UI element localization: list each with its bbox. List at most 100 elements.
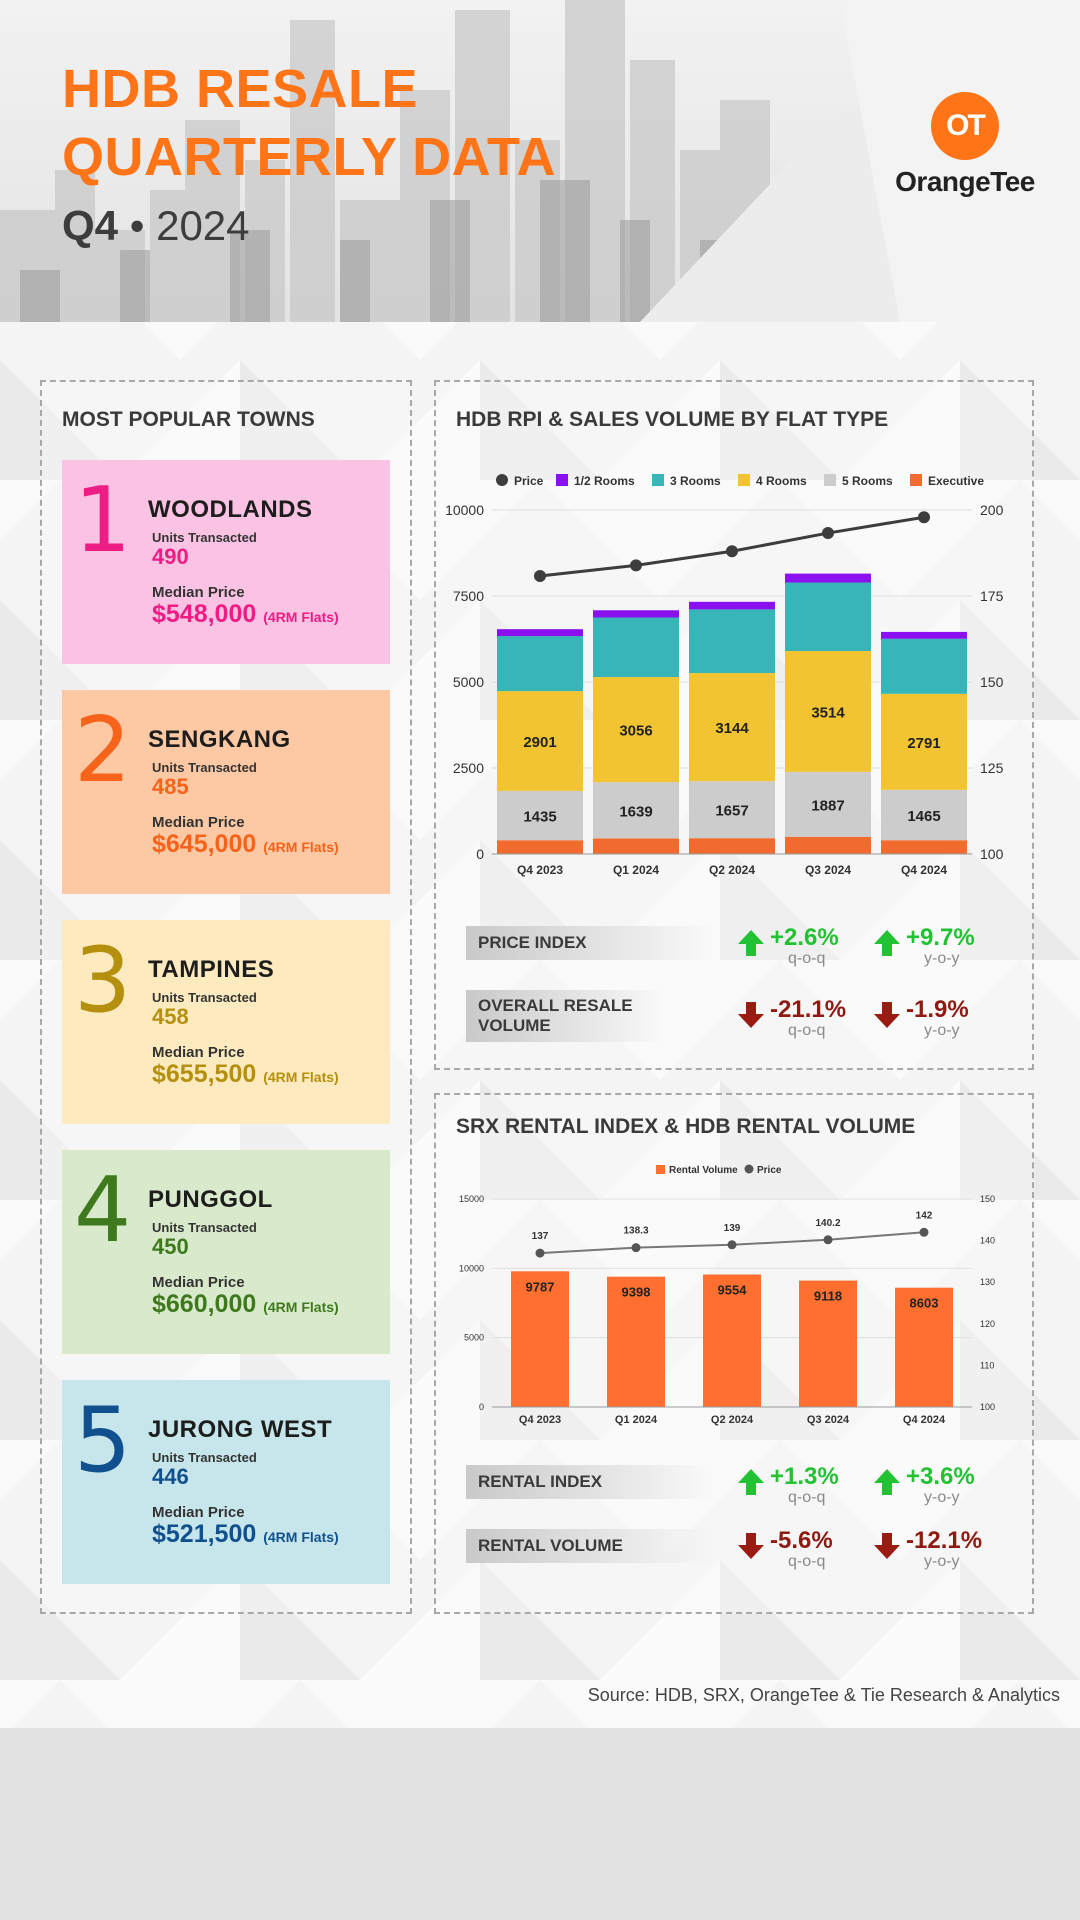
- x-tick-label: Q3 2024: [807, 1414, 850, 1426]
- rental-panel: SRX RENTAL INDEX & HDB RENTAL VOLUME 0 50…: [434, 1093, 1034, 1614]
- price-point: [918, 511, 930, 524]
- city-skyline-image: [0, 0, 1080, 322]
- yoy-label: y-o-y: [924, 1022, 960, 1039]
- data-label: 1435: [523, 809, 556, 826]
- bar-segment: [593, 782, 679, 839]
- y2-tick-label: 150: [980, 674, 1004, 690]
- y2-tick-label: 100: [980, 1402, 995, 1412]
- yoy-label: y-o-y: [924, 950, 960, 967]
- stat-label: OVERALL RESALE VOLUME: [466, 990, 666, 1042]
- y2-tick-label: 140: [980, 1236, 995, 1246]
- town-rank: 3: [74, 928, 132, 1033]
- y-tick-label: 2500: [453, 760, 484, 776]
- price-label: 139: [724, 1223, 741, 1234]
- data-label: 1639: [619, 803, 652, 820]
- median-price-value: $645,000: [152, 830, 257, 858]
- yoy-value: +9.7%: [906, 924, 975, 951]
- bar-segment: [785, 836, 871, 854]
- arrow-up-icon: [872, 1467, 902, 1497]
- price-point: [534, 570, 546, 583]
- x-tick-label: Q4 2023: [519, 1414, 561, 1426]
- y-tick-label: 10000: [445, 502, 484, 518]
- qoq-label: q-o-q: [788, 1489, 826, 1506]
- flat-type-note: (4RM Flats): [263, 609, 339, 625]
- y-tick-label: 0: [479, 1402, 484, 1412]
- bar-segment: [785, 651, 871, 772]
- bar-segment: [881, 638, 967, 694]
- source-note: Source: HDB, SRX, OrangeTee & Tie Resear…: [587, 1685, 1060, 1705]
- town-card: 2 SENGKANG Units Transacted 485 Median Price…: [62, 690, 390, 894]
- period-separator: •: [129, 202, 145, 249]
- town-rank: 2: [74, 698, 132, 803]
- units-label: Units Transacted: [152, 530, 257, 545]
- yoy-label: y-o-y: [924, 1553, 960, 1570]
- x-tick-label: Q4 2024: [903, 1414, 946, 1426]
- price-point: [535, 1248, 545, 1258]
- legend-marker: [652, 474, 664, 486]
- arrow-down-icon: [872, 1000, 902, 1030]
- legend-marker: [556, 474, 568, 486]
- town-name: WOODLANDS: [148, 496, 313, 523]
- town-name: PUNGGOL: [148, 1186, 273, 1213]
- data-label: 1657: [715, 803, 748, 820]
- x-tick-label: Q2 2024: [709, 863, 755, 877]
- orangetee-logo: OT OrangeTee: [890, 92, 1040, 202]
- units-label: Units Transacted: [152, 760, 257, 775]
- y-tick-label: 15000: [459, 1194, 484, 1204]
- bar-segment: [785, 771, 871, 837]
- stat-label: RENTAL INDEX: [466, 1465, 716, 1499]
- x-tick-label: Q1 2024: [615, 1414, 658, 1426]
- page-title-line-1: HDB RESALE: [62, 59, 419, 119]
- town-name: JURONG WEST: [148, 1416, 333, 1443]
- logo-mark: OT: [931, 92, 999, 160]
- units-value: 490: [152, 544, 189, 569]
- yoy-value: -1.9%: [906, 996, 969, 1023]
- bar-segment: [689, 609, 775, 674]
- bar-segment: [497, 629, 583, 637]
- chart-legend: Price 1/2 Rooms 3 Rooms 4 Rooms 5 Rooms Execu…: [496, 474, 984, 488]
- price-point: [630, 559, 642, 572]
- x-tick-label: Q4 2024: [901, 863, 947, 877]
- rpi-panel: HDB RPI & SALES VOLUME BY FLAT TYPE 0 250…: [434, 380, 1034, 1070]
- data-label: 2901: [523, 734, 556, 751]
- page-title-line-2: QUARTERLY DATA: [62, 127, 557, 187]
- bar-segment: [881, 693, 967, 790]
- x-tick-label: Q1 2024: [613, 863, 659, 877]
- data-label: 1887: [811, 797, 844, 814]
- rpi-panel-title: HDB RPI & SALES VOLUME BY FLAT TYPE: [456, 408, 889, 431]
- arrow-up-icon: [736, 1467, 766, 1497]
- rental-chart: 0 5000 10000 15000 100 110 120 130 140 150 Rental …: [459, 1164, 995, 1426]
- header-banner: [0, 0, 1080, 322]
- town-card: 4 PUNGGOL Units Transacted 450 Median Price $…: [62, 1150, 390, 1354]
- price-label: 138.3: [623, 1226, 648, 1237]
- x-tick-label: Q3 2024: [805, 863, 851, 877]
- bar-segment: [785, 582, 871, 652]
- data-label: 3144: [715, 720, 749, 737]
- units-label: Units Transacted: [152, 990, 257, 1005]
- y-tick-label: 7500: [453, 588, 484, 604]
- price-point: [822, 527, 834, 540]
- legend-label: 3 Rooms: [670, 474, 721, 488]
- bar: [511, 1271, 569, 1407]
- rpi-sales-chart: 0 2500 5000 7500 10000 100 125 150 175 200 Price 1/…: [445, 474, 1004, 877]
- data-label: 9554: [718, 1283, 748, 1298]
- data-label: 9118: [814, 1289, 842, 1304]
- legend-label: Price: [757, 1165, 782, 1176]
- price-label: 142: [916, 1210, 933, 1221]
- price-point: [919, 1227, 929, 1237]
- price-point: [726, 545, 738, 558]
- y2-tick-label: 150: [980, 1194, 995, 1204]
- y-tick-label: 10000: [459, 1263, 484, 1273]
- median-price-value: $655,500: [152, 1060, 257, 1088]
- data-label: 2791: [907, 735, 940, 752]
- bar-segment: [593, 610, 679, 618]
- bar-segment: [881, 789, 967, 841]
- bar-segment: [497, 790, 583, 841]
- popular-towns-title: MOST POPULAR TOWNS: [62, 408, 315, 431]
- bar: [895, 1287, 953, 1407]
- bar-segment: [593, 677, 679, 783]
- price-label: Median Price: [152, 1044, 245, 1061]
- units-value: 458: [152, 1004, 189, 1029]
- x-tick-label: Q2 2024: [711, 1414, 754, 1426]
- yoy-label: y-o-y: [924, 1489, 960, 1506]
